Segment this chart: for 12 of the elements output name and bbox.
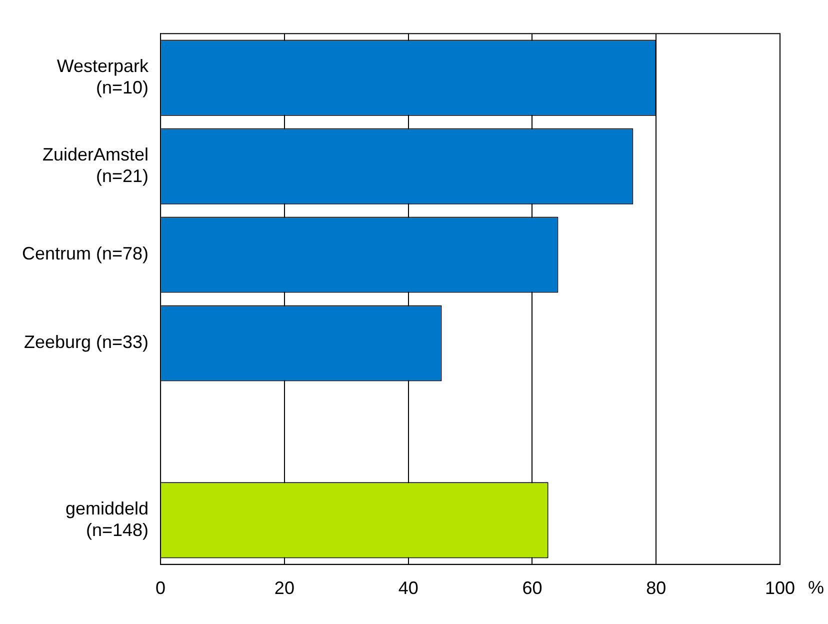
y-tick-label: gemiddeld (n=148) <box>65 498 149 540</box>
x-tick-label: 0 <box>156 578 166 598</box>
y-tick-label: Centrum (n=78) <box>22 244 149 264</box>
x-axis-title: % <box>808 577 824 598</box>
y-tick-label: Zeeburg (n=33) <box>24 332 149 352</box>
y-tick-label: ZuiderAmstel (n=21) <box>42 144 149 186</box>
x-tick-label: 40 <box>398 578 418 598</box>
x-tick-label: 100 <box>764 578 796 598</box>
x-tick-label: 80 <box>646 578 666 598</box>
y-tick-label: Westerpark (n=10) <box>56 56 150 98</box>
x-tick-label: 20 <box>274 578 294 598</box>
x-tick-label: 60 <box>522 578 542 598</box>
